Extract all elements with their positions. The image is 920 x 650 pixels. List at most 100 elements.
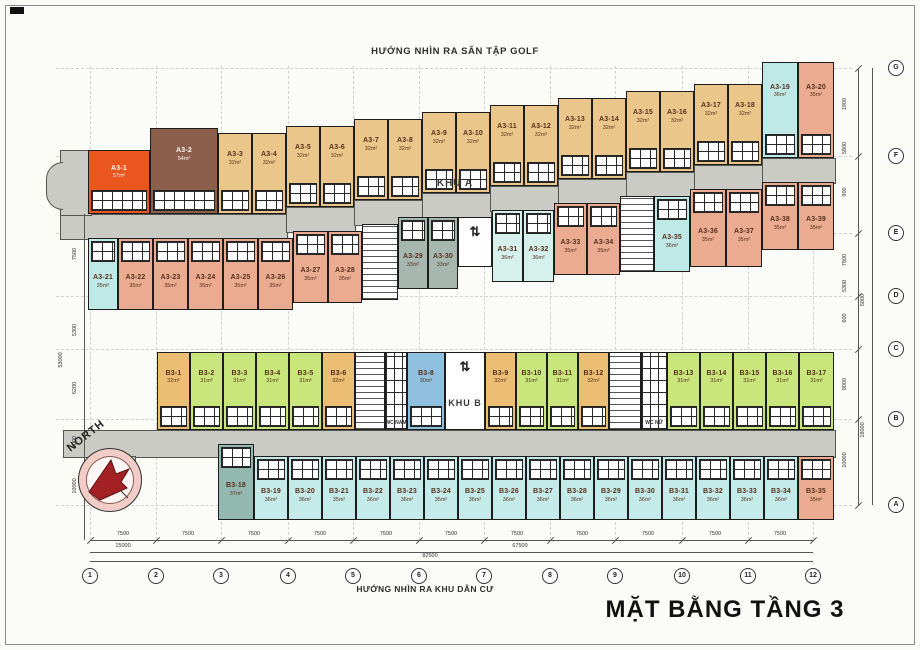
unit-label: B3-34 36m² bbox=[770, 488, 792, 503]
grid-bubble-B: B bbox=[888, 411, 904, 427]
dim-value: 7500 bbox=[116, 531, 130, 537]
unit-A3-32: A3-32 36m² bbox=[523, 210, 554, 282]
unit-label: A3-28 35m² bbox=[334, 267, 356, 282]
unit-label: B3-25 36m² bbox=[464, 488, 486, 503]
unit-label: A3-37 35m² bbox=[733, 228, 755, 243]
unit-A3-21: A3-21 35m² bbox=[88, 238, 118, 310]
bathroom-fixtures bbox=[226, 241, 255, 262]
bathroom-fixtures bbox=[156, 241, 185, 262]
bathroom-fixtures bbox=[393, 459, 421, 480]
unit-label: A3-4 32m² bbox=[261, 151, 277, 167]
bathroom-fixtures bbox=[765, 134, 795, 155]
dim-value: 5300 bbox=[842, 279, 848, 293]
dim-value: 6200 bbox=[72, 381, 78, 395]
corridor-segment bbox=[422, 193, 492, 219]
bathroom-fixtures bbox=[226, 406, 253, 427]
unit-A3-39: A3-39 35m² bbox=[798, 182, 834, 250]
unit-B3-9: B3-9 32m² bbox=[485, 352, 516, 430]
unit-label: A3-19 36m² bbox=[769, 83, 791, 99]
grid-bubble-1: 1 bbox=[82, 568, 98, 584]
bathroom-fixtures bbox=[292, 406, 319, 427]
bathroom-fixtures bbox=[431, 220, 455, 241]
unit-label: B3-20 36m² bbox=[294, 488, 316, 503]
bathroom-fixtures bbox=[357, 176, 385, 197]
grid-construction-line bbox=[353, 66, 354, 540]
unit-A3-20: A3-20 35m² bbox=[798, 62, 834, 158]
unit-B3-24: B3-24 35m² bbox=[424, 456, 458, 520]
wc-nu-label: WC NỮ bbox=[645, 420, 663, 426]
unit-label: B3-12 32m² bbox=[583, 369, 604, 385]
unit-label: B3-33 36m² bbox=[736, 488, 758, 503]
bathroom-fixtures bbox=[488, 406, 513, 427]
unit-B3-2: B3-2 31m² bbox=[190, 352, 223, 430]
grid-bubble-5: 5 bbox=[345, 568, 361, 584]
bathroom-fixtures bbox=[563, 459, 591, 480]
bathroom-fixtures bbox=[291, 459, 319, 480]
bathroom-fixtures bbox=[527, 162, 555, 183]
unit-A3-3: A3-3 32m² bbox=[218, 133, 252, 214]
unit-label: B3-10 31m² bbox=[521, 369, 542, 385]
unit-A3-25: A3-25 35m² bbox=[223, 238, 258, 310]
unit-label: A3-34 35m² bbox=[593, 239, 614, 254]
unit-label: A3-23 35m² bbox=[160, 274, 181, 289]
bathroom-fixtures bbox=[597, 459, 625, 480]
unit-A3-11: A3-11 32m² bbox=[490, 105, 524, 186]
dim-value: 5300 bbox=[72, 323, 78, 337]
unit-label: B3-15 31m² bbox=[739, 369, 760, 385]
unit-B3-29: B3-29 36m² bbox=[594, 456, 628, 520]
dim-total-value: 15000 bbox=[115, 543, 131, 549]
grid-construction-line bbox=[484, 66, 485, 540]
unit-label: B3-31 36m² bbox=[668, 488, 690, 503]
grid-bubble-12: 12 bbox=[805, 568, 821, 584]
grid-bubble-E: E bbox=[888, 225, 904, 241]
unit-B3-1: B3-1 32m² bbox=[157, 352, 190, 430]
unit-B3-30: B3-30 36m² bbox=[628, 456, 662, 520]
unit-B3-5: B3-5 31m² bbox=[289, 352, 322, 430]
golf-view-label: HƯỚNG NHÌN RA SÂN TẬP GOLF bbox=[371, 46, 539, 57]
dim-value: 7500 bbox=[181, 531, 195, 537]
unit-B3-16: B3-16 31m² bbox=[766, 352, 799, 430]
dim-value: 5000 bbox=[860, 293, 866, 307]
bathroom-fixtures bbox=[323, 183, 351, 204]
unit-label: B3-2 31m² bbox=[198, 369, 215, 385]
unit-A3-37: A3-37 35m² bbox=[726, 189, 762, 267]
unit-A3-17: A3-17 32m² bbox=[694, 84, 728, 165]
unit-B3-33: B3-33 36m² bbox=[730, 456, 764, 520]
bathroom-fixtures bbox=[629, 148, 657, 169]
dim-value: 7500 bbox=[575, 531, 589, 537]
unit-label: A3-2 54m² bbox=[176, 147, 192, 163]
bathroom-fixtures bbox=[529, 459, 557, 480]
unit-A3-6: A3-6 32m² bbox=[320, 126, 354, 207]
dimension-line bbox=[858, 68, 859, 505]
unit-B3-18: B3-18 37m² bbox=[218, 444, 254, 520]
unit-label: B3-6 32m² bbox=[330, 369, 347, 385]
bathroom-fixtures bbox=[631, 459, 659, 480]
unit-label: B3-11 31m² bbox=[552, 369, 573, 385]
unit-A3-4: A3-4 32m² bbox=[252, 133, 286, 214]
unit-label: A3-24 35m² bbox=[195, 274, 216, 289]
unit-label: A3-7 32m² bbox=[363, 137, 379, 153]
unit-B3-17: B3-17 31m² bbox=[799, 352, 834, 430]
bathroom-fixtures bbox=[765, 185, 795, 206]
grid-construction-line bbox=[550, 66, 551, 540]
corridor-segment bbox=[762, 158, 836, 184]
unit-A3-7: A3-7 32m² bbox=[354, 119, 388, 200]
unit-A3-18: A3-18 32m² bbox=[728, 84, 762, 165]
north-arrow-icon bbox=[88, 458, 131, 501]
bathroom-fixtures bbox=[91, 241, 115, 262]
unit-A3-24: A3-24 35m² bbox=[188, 238, 223, 310]
dim-value: 7500 bbox=[510, 531, 524, 537]
khu-b-label: KHU B bbox=[448, 398, 482, 408]
unit-label: B3-5 31m² bbox=[297, 369, 314, 385]
wc-nam-label: WC NAM bbox=[385, 420, 407, 426]
grid-construction-line bbox=[748, 66, 749, 540]
khu-a-label: KHU A bbox=[436, 178, 474, 189]
unit-B3-19: B3-19 36m² bbox=[254, 456, 288, 520]
dimension-line bbox=[872, 68, 873, 505]
plan-title: MẶT BẰNG TẦNG 3 bbox=[605, 596, 845, 623]
bathroom-fixtures bbox=[391, 176, 419, 197]
grid-bubble-F: F bbox=[888, 148, 904, 164]
bathroom-fixtures bbox=[401, 220, 425, 241]
unit-label: A3-1 57m² bbox=[111, 164, 127, 180]
